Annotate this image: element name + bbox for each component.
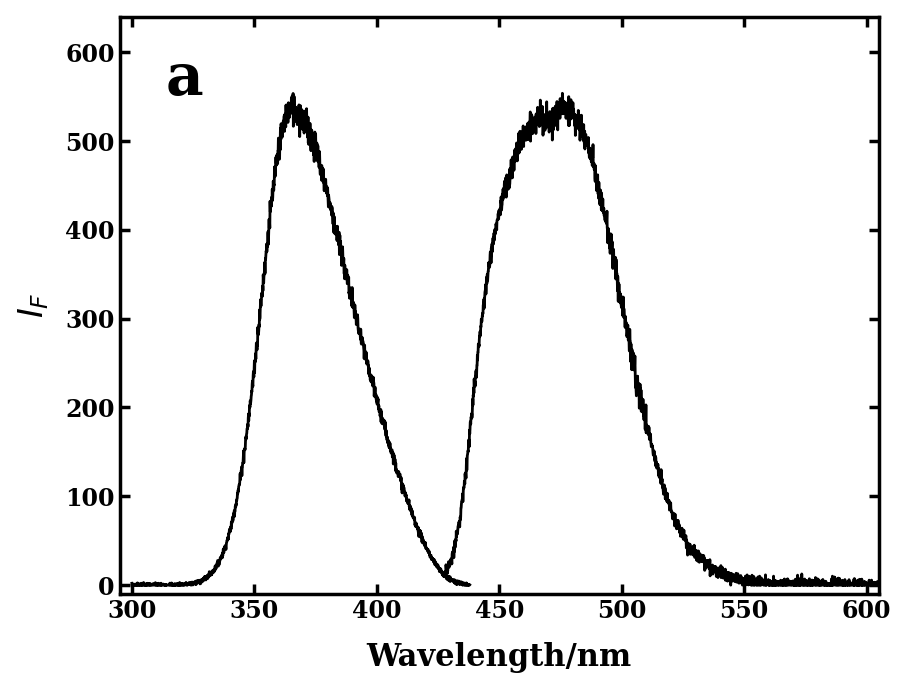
Text: a: a [165,51,203,108]
X-axis label: Wavelength/nm: Wavelength/nm [366,642,632,673]
Y-axis label: $I_F$: $I_F$ [16,293,52,318]
